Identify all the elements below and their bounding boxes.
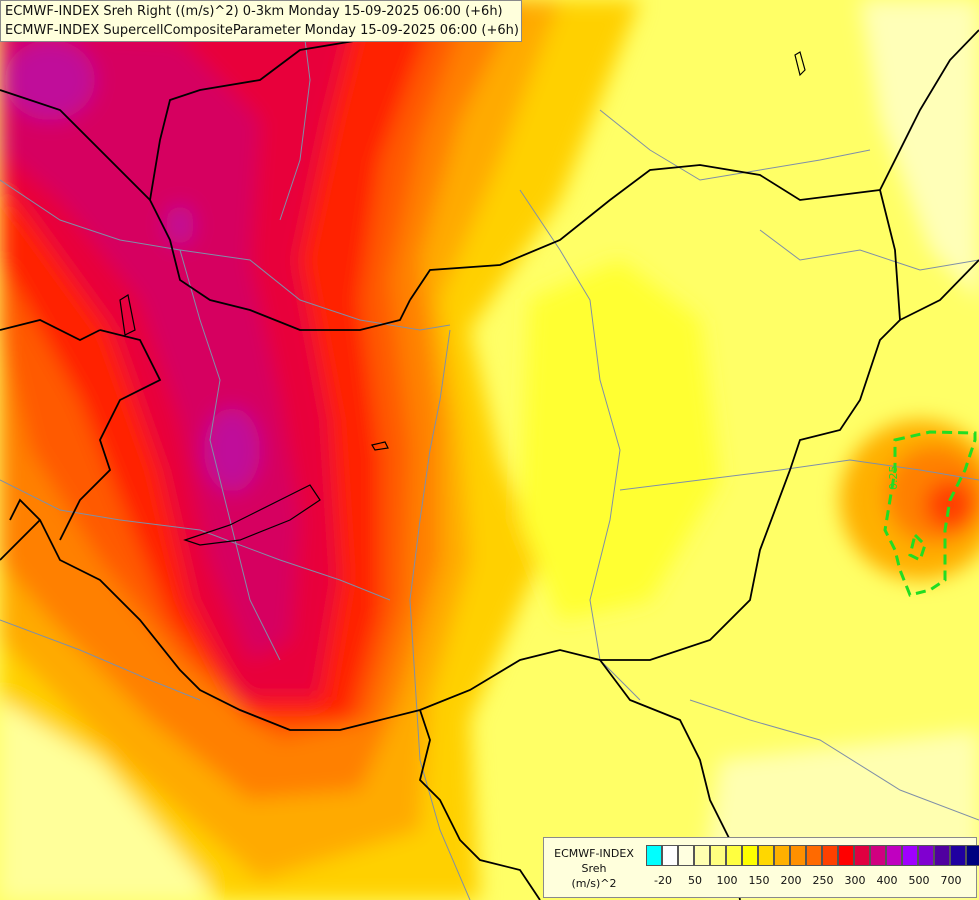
legend-swatch: [742, 845, 758, 866]
legend-swatch: [886, 845, 902, 866]
legend-parameter: Sreh: [581, 862, 607, 875]
legend-swatch: [934, 845, 950, 866]
legend-swatch: [710, 845, 726, 866]
legend-swatch: [790, 845, 806, 866]
title-box: ECMWF-INDEX Sreh Right ((m/s)^2) 0-3km M…: [0, 0, 522, 42]
legend-swatch: [646, 845, 662, 866]
legend-ticks: -20 50 100 150 200 250 300 400 500 700: [646, 874, 976, 890]
lakes: [119, 51, 806, 546]
legend-swatch: [966, 845, 979, 866]
legend-unit: (m/s)^2: [571, 877, 617, 890]
legend-tick-label: 100: [716, 874, 738, 887]
legend-tick-label: 500: [908, 874, 930, 887]
legend-swatch: [902, 845, 918, 866]
legend-swatch: [678, 845, 694, 866]
legend-tick-label: 250: [812, 874, 834, 887]
legend-swatch: [838, 845, 854, 866]
title-line-1: ECMWF-INDEX Sreh Right ((m/s)^2) 0-3km M…: [5, 4, 503, 19]
legend-source: ECMWF-INDEX: [554, 847, 634, 860]
color-legend: ECMWF-INDEX Sreh (m/s)^2 -20 50 100 150 200 2…: [543, 837, 979, 898]
legend-tick-label: 200: [780, 874, 802, 887]
legend-swatch: [694, 845, 710, 866]
legend-swatch: [822, 845, 838, 866]
legend-swatches: [646, 845, 979, 867]
legend-tick-label: 50: [688, 874, 702, 887]
legend-swatch: [950, 845, 966, 866]
legend-tick-label: -20: [654, 874, 672, 887]
legend-swatch: [854, 845, 870, 866]
legend-tick-label: 150: [748, 874, 770, 887]
legend-swatch: [806, 845, 822, 866]
legend-swatch: [870, 845, 886, 866]
legend-tick-label: 700: [940, 874, 962, 887]
title-line-2: ECMWF-INDEX SupercellCompositeParameter …: [5, 23, 519, 38]
legend-tick-label: 300: [844, 874, 866, 887]
legend-swatch: [918, 845, 934, 866]
legend-swatch: [774, 845, 790, 866]
legend-text: ECMWF-INDEX Sreh (m/s)^2: [546, 846, 642, 891]
legend-swatch: [726, 845, 742, 866]
legend-tick-label: 400: [876, 874, 898, 887]
scp-contour: [883, 430, 977, 597]
contour-label: 0.25: [887, 466, 900, 491]
legend-swatch: [758, 845, 774, 866]
legend-swatch: [662, 845, 678, 866]
